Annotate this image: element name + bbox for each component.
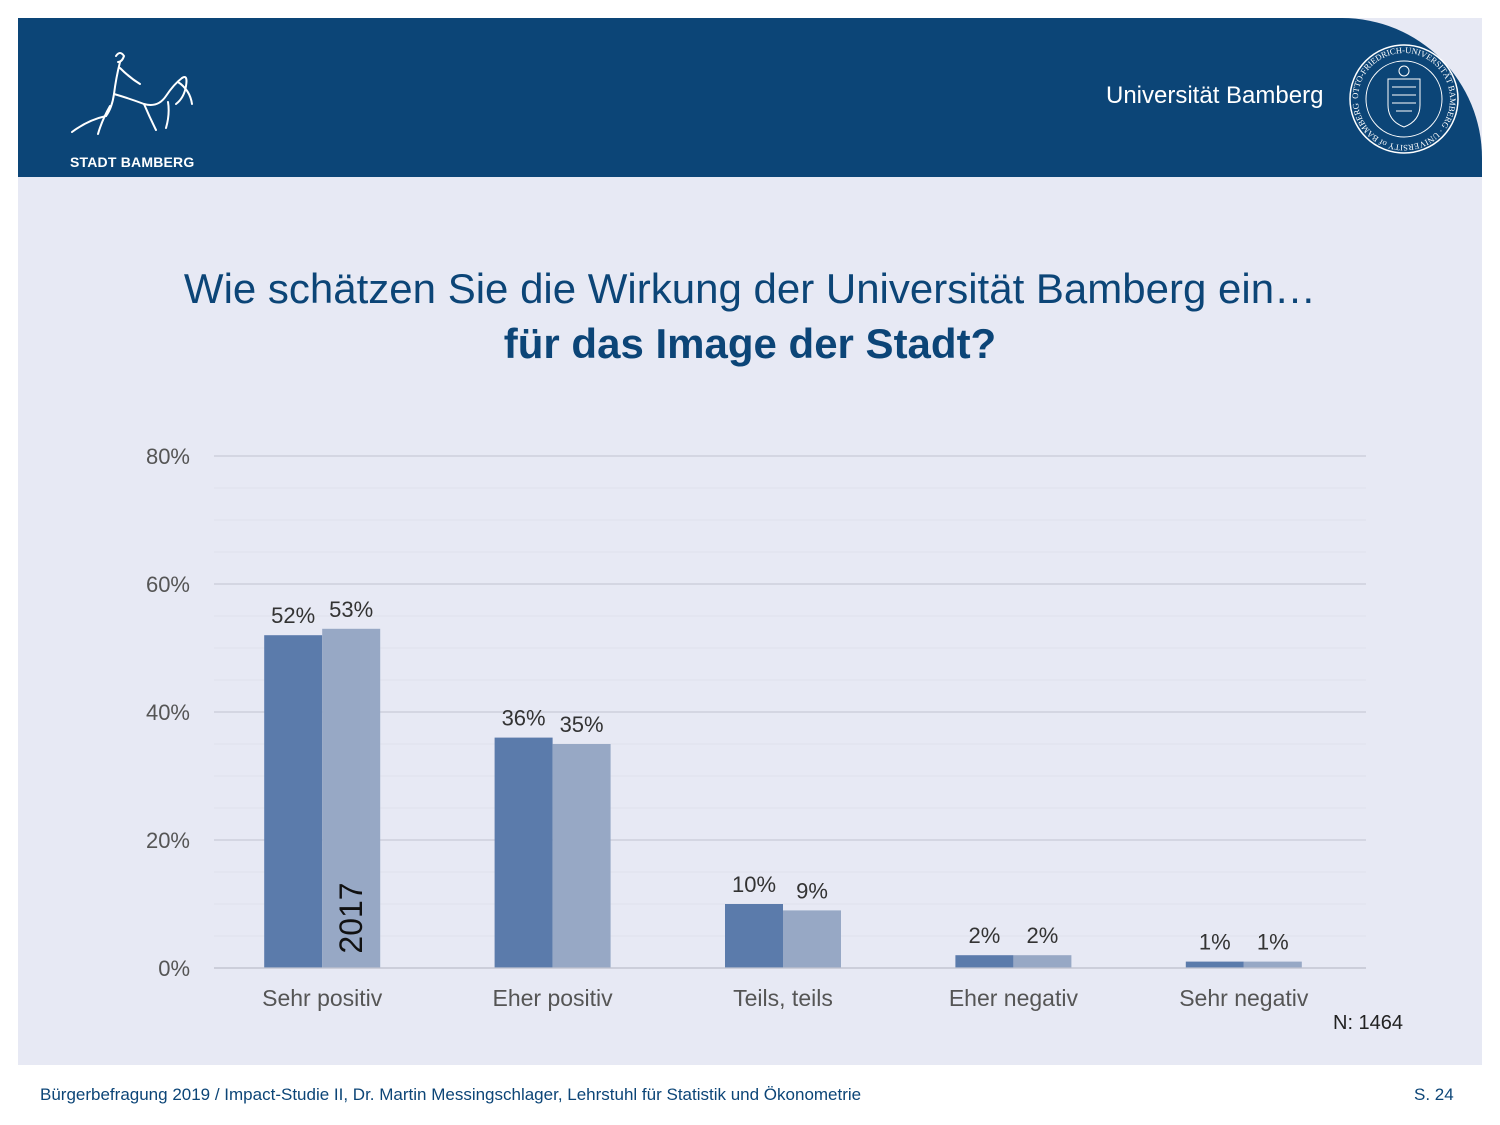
sample-size-note: N: 1464	[1333, 1012, 1404, 1034]
slide-background	[18, 18, 1482, 1065]
bar-current	[955, 955, 1014, 968]
footer-citation: Bürgerbefragung 2019 / Impact-Studie II,…	[40, 1085, 862, 1104]
university-seal-icon: OTTO-FRIEDRICH-UNIVERSITÄT BAMBERG · UNI…	[1349, 44, 1459, 154]
bar-current	[725, 904, 783, 968]
data-label: 2%	[969, 923, 1001, 948]
page-subtitle: für das Image der Stadt?	[503, 320, 997, 367]
city-logo: STADT BAMBERG	[58, 48, 208, 173]
y-tick-label: 60%	[146, 572, 190, 597]
data-label: 10%	[732, 872, 776, 897]
category-label: Eher negativ	[949, 985, 1079, 1011]
data-label: 2%	[1027, 923, 1059, 948]
bar-2017	[1013, 955, 1072, 968]
y-tick-label: 40%	[146, 700, 190, 725]
category-label: Teils, teils	[733, 985, 833, 1011]
data-label: 1%	[1257, 930, 1289, 955]
category-label: Eher positiv	[493, 985, 614, 1011]
y-tick-label: 80%	[146, 444, 190, 469]
data-label: 52%	[271, 603, 315, 628]
bar-2017	[322, 628, 381, 968]
bar-current	[264, 635, 323, 968]
data-label: 9%	[796, 878, 828, 903]
horse-rider-icon	[71, 52, 193, 135]
y-tick-label: 0%	[158, 956, 190, 981]
page-title: Wie schätzen Sie die Wirkung der Univers…	[183, 265, 1317, 312]
bar-current	[1185, 961, 1244, 968]
category-label: Sehr positiv	[262, 985, 383, 1011]
data-label: 53%	[329, 597, 373, 622]
page-number: S. 24	[1414, 1085, 1454, 1104]
series-label-2017: 2017	[333, 882, 369, 953]
header-bar: STADT BAMBERG Universität Bamberg OTTO-F…	[18, 18, 1482, 177]
y-tick-label: 20%	[146, 828, 190, 853]
bar-2017	[552, 744, 611, 968]
city-logo-text: STADT BAMBERG	[70, 154, 195, 170]
data-label: 35%	[560, 712, 604, 737]
data-label: 36%	[502, 706, 546, 731]
bar-current	[494, 737, 553, 968]
university-name: Universität Bamberg	[1106, 82, 1324, 109]
data-label: 1%	[1199, 930, 1231, 955]
bar-2017	[783, 910, 841, 968]
category-label: Sehr negativ	[1179, 985, 1309, 1011]
bar-2017	[1243, 961, 1302, 968]
